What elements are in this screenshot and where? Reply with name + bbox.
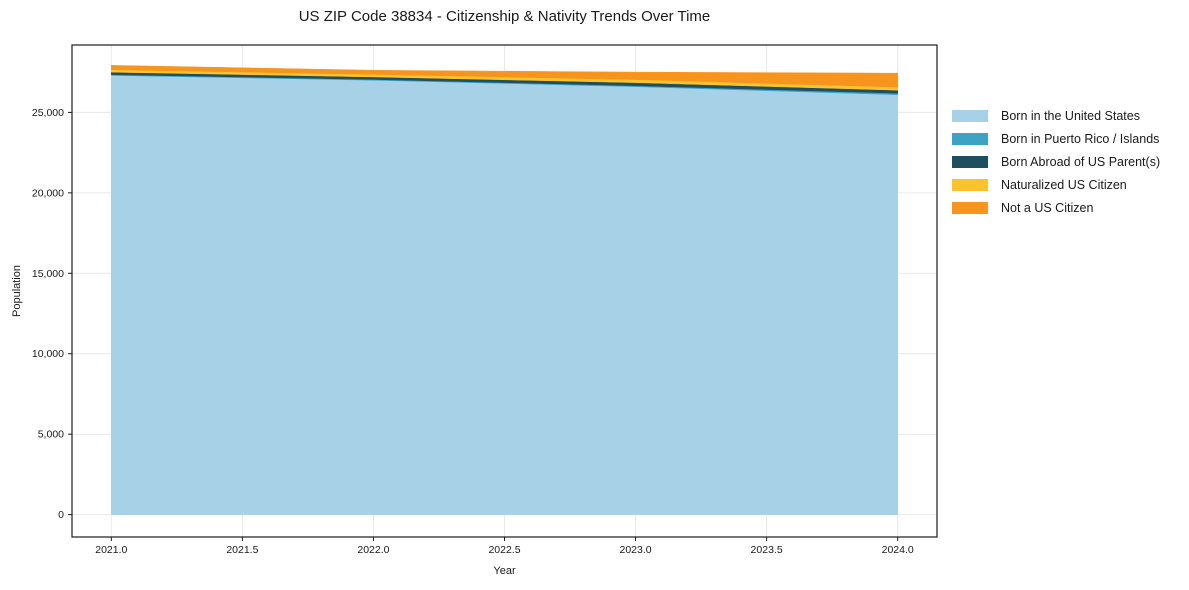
x-tick-label: 2022.5 (488, 544, 520, 556)
x-tick-label: 2024.0 (882, 544, 914, 556)
legend-item: Not a US Citizen (952, 200, 1160, 215)
legend-swatch (952, 178, 988, 191)
legend-item: Naturalized US Citizen (952, 177, 1160, 192)
x-tick-label: 2022.0 (357, 544, 389, 556)
x-tick-label: 2021.0 (95, 544, 127, 556)
legend-label: Naturalized US Citizen (1001, 177, 1127, 192)
legend-label: Born in the United States (1001, 108, 1140, 123)
y-tick-label: 25,000 (32, 107, 64, 119)
legend-swatch (952, 155, 988, 168)
area-not-a-us-citizen (111, 65, 898, 88)
y-tick-label: 5,000 (38, 429, 64, 441)
area-born-in-the-united-states (111, 75, 898, 515)
y-tick-label: 15,000 (32, 268, 64, 280)
legend-label: Not a US Citizen (1001, 200, 1094, 215)
legend-swatch (952, 109, 988, 122)
y-tick-label: 0 (58, 509, 64, 521)
legend-item: Born in Puerto Rico / Islands (952, 131, 1160, 146)
legend-item: Born in the United States (952, 108, 1160, 123)
x-tick-label: 2023.5 (751, 544, 783, 556)
y-axis-title: Population (11, 265, 23, 317)
legend-swatch (952, 132, 988, 145)
x-tick-label: 2023.0 (619, 544, 651, 556)
y-tick-label: 20,000 (32, 187, 64, 199)
legend-label: Born Abroad of US Parent(s) (1001, 154, 1161, 169)
legend-label: Born in Puerto Rico / Islands (1001, 131, 1160, 146)
y-tick-label: 10,000 (32, 348, 64, 360)
x-tick-label: 2021.5 (226, 544, 258, 556)
x-axis-title: Year (493, 565, 516, 577)
chart-title: US ZIP Code 38834 - Citizenship & Nativi… (298, 8, 711, 25)
legend-swatch (952, 201, 988, 214)
legend-item: Born Abroad of US Parent(s) (952, 154, 1161, 169)
legend: Born in the United States Born in Puerto … (952, 109, 1160, 224)
